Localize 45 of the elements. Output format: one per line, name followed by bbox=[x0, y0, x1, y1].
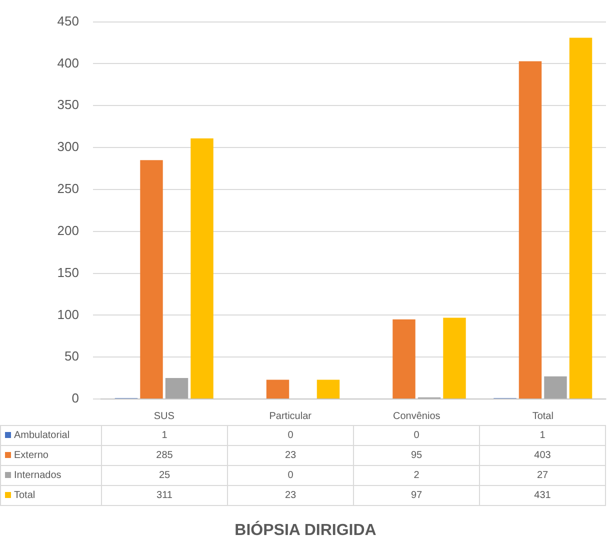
bar bbox=[443, 318, 466, 398]
data-label: 95 bbox=[354, 446, 480, 466]
y-tick-label: 300 bbox=[57, 139, 79, 154]
legend-label: Ambulatorial bbox=[0, 426, 102, 446]
data-label: 431 bbox=[480, 486, 606, 506]
data-label: 311 bbox=[102, 486, 228, 506]
data-label: 97 bbox=[354, 486, 480, 506]
y-tick-label: 200 bbox=[57, 222, 79, 238]
y-tick-label: 450 bbox=[57, 13, 79, 28]
bar bbox=[165, 378, 188, 398]
x-tick-label: SUS bbox=[154, 410, 175, 422]
bar bbox=[544, 376, 567, 398]
bar bbox=[518, 61, 542, 398]
data-label: 2 bbox=[354, 466, 480, 486]
data-label: 1 bbox=[480, 426, 606, 446]
bar bbox=[316, 380, 340, 398]
y-tick-label: 50 bbox=[64, 348, 79, 364]
data-label: 285 bbox=[102, 446, 228, 466]
legend-label: Externo bbox=[0, 446, 102, 466]
y-tick-label: 350 bbox=[57, 97, 79, 112]
data-label: 0 bbox=[228, 426, 354, 446]
data-label: 403 bbox=[480, 446, 606, 466]
bar bbox=[569, 38, 592, 398]
y-tick-label: 400 bbox=[57, 55, 79, 70]
y-tick-label: 100 bbox=[57, 306, 79, 322]
bar bbox=[392, 319, 416, 398]
data-label: 23 bbox=[228, 486, 354, 506]
data-label: 0 bbox=[228, 466, 354, 486]
bar bbox=[266, 380, 290, 398]
data-label: 27 bbox=[480, 466, 606, 486]
x-tick-label: Total bbox=[532, 410, 554, 422]
data-label: 23 bbox=[228, 446, 354, 466]
bar bbox=[140, 160, 163, 398]
y-tick-label: 150 bbox=[57, 264, 79, 280]
data-label: 1 bbox=[102, 426, 228, 446]
x-tick-label: Convênios bbox=[392, 410, 440, 422]
text: BIÓPSIA DIRIGIDA bbox=[234, 522, 378, 540]
data-label: 25 bbox=[102, 466, 228, 486]
bar bbox=[190, 138, 214, 398]
data-label: 0 bbox=[354, 426, 480, 446]
x-tick-label: Particular bbox=[269, 410, 312, 422]
y-tick-label: 250 bbox=[57, 181, 79, 196]
legend-label: Total bbox=[0, 486, 102, 506]
legend-label: Internados bbox=[0, 466, 102, 486]
y-tick-label: 0 bbox=[72, 390, 79, 406]
